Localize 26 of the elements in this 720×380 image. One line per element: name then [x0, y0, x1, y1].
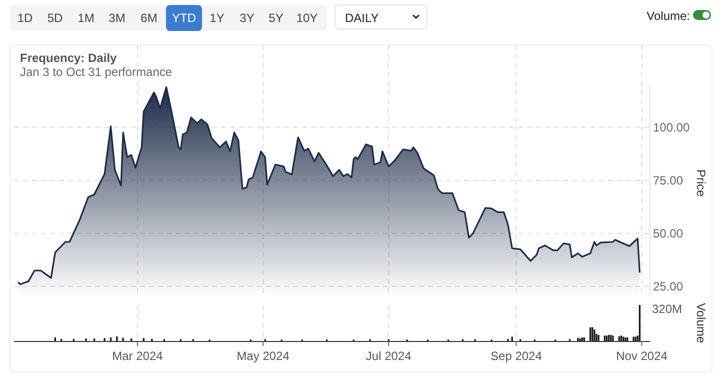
- text: 320M: [652, 302, 682, 316]
- x-tick-label: Mar 2024: [112, 349, 164, 363]
- y-tick-label: 50.00: [653, 226, 684, 240]
- text: 5D: [47, 11, 63, 25]
- chart-title: Frequency: Daily: [20, 51, 118, 65]
- text: 5Y: [268, 11, 284, 25]
- text: 10Y: [296, 11, 318, 25]
- text: DAILY: [345, 11, 379, 25]
- text: YTD: [172, 11, 196, 25]
- text: Volume:: [646, 9, 690, 23]
- y-tick-label: 100.00: [653, 120, 690, 134]
- x-tick-label: May 2024: [236, 349, 290, 363]
- x-tick-label: Jul 2024: [366, 349, 412, 363]
- text: 1D: [17, 11, 33, 25]
- chart-subtitle: Jan 3 to Oct 31 performance: [20, 65, 172, 79]
- text: 3Y: [240, 11, 254, 25]
- text: 3M: [108, 11, 126, 25]
- x-tick-label: Sep 2024: [490, 349, 542, 363]
- y-tick-label: 75.00: [653, 173, 684, 188]
- y-axis-title: Price: [694, 169, 708, 197]
- text: 1M: [78, 11, 94, 25]
- text: 6M: [140, 11, 158, 25]
- y-tick-label: 25.00: [653, 279, 684, 294]
- x-tick-label: Nov 2024: [616, 349, 668, 363]
- y-axis-title: Volume: [694, 302, 708, 344]
- text: 1Y: [210, 11, 224, 25]
